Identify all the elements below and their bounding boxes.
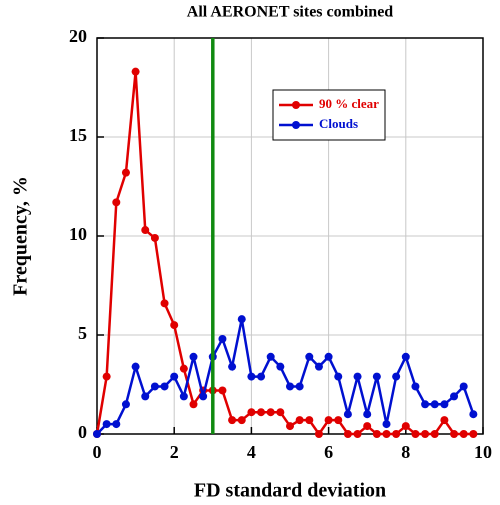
data-point: [179, 364, 188, 373]
data-point: [305, 352, 314, 361]
series-line: [96, 318, 475, 435]
data-point: [382, 430, 391, 438]
data-point: [179, 392, 188, 401]
data-point: [295, 382, 304, 391]
data-point: [112, 198, 121, 207]
data-point: [459, 430, 468, 438]
data-point: [459, 382, 468, 391]
data-point: [363, 410, 372, 419]
data-point: [450, 430, 459, 438]
data-point: [247, 408, 256, 417]
data-point: [189, 400, 198, 409]
data-point: [121, 400, 130, 409]
y-tick-label: 5: [78, 323, 87, 343]
data-point: [372, 372, 381, 381]
data-point: [421, 430, 430, 438]
data-point: [189, 352, 198, 361]
data-point: [324, 352, 333, 361]
data-point: [199, 392, 208, 401]
data-point: [353, 430, 362, 438]
data-point: [150, 382, 159, 391]
data-point: [266, 352, 275, 361]
data-point: [237, 315, 246, 324]
data-point: [121, 168, 130, 177]
data-point: [363, 422, 372, 431]
data-point: [141, 392, 150, 401]
data-point: [131, 67, 140, 76]
data-point: [440, 400, 449, 409]
y-tick-label: 10: [69, 224, 87, 244]
data-point: [430, 430, 439, 438]
y-tick-label: 20: [69, 26, 87, 46]
x-tick-label: 6: [324, 442, 333, 462]
data-point: [343, 430, 352, 438]
data-point: [93, 430, 101, 438]
data-point: [228, 416, 237, 425]
data-point: [112, 420, 121, 429]
x-tick-label: 10: [474, 442, 492, 462]
data-point: [401, 422, 410, 431]
data-point: [160, 299, 169, 308]
data-point: [450, 392, 459, 401]
data-point: [324, 416, 333, 425]
data-point: [411, 382, 420, 391]
data-point: [170, 321, 179, 330]
data-point: [392, 372, 401, 381]
legend-label: 90 % clear: [319, 96, 379, 111]
data-point: [257, 372, 266, 381]
data-point: [160, 382, 169, 391]
data-point: [218, 386, 227, 395]
y-tick-label: 0: [78, 422, 87, 442]
data-point: [131, 362, 140, 371]
legend-marker: [292, 101, 300, 109]
data-point: [295, 416, 304, 425]
legend-marker: [292, 121, 300, 129]
legend-label: Clouds: [319, 116, 358, 131]
plot-frame: [96, 37, 484, 435]
data-point: [421, 400, 430, 409]
data-point: [372, 430, 381, 438]
data-point: [257, 408, 266, 417]
data-point: [141, 226, 150, 235]
chart-title: All AERONET sites combined: [187, 4, 394, 21]
data-point: [353, 372, 362, 381]
data-point: [276, 362, 285, 371]
x-axis-label: FD standard deviation: [194, 480, 386, 502]
x-tick-label: 2: [170, 442, 179, 462]
data-point: [469, 410, 478, 419]
data-point: [286, 422, 294, 431]
data-point: [392, 430, 401, 438]
data-point: [343, 410, 352, 419]
data-point: [430, 400, 439, 409]
data-point: [266, 408, 275, 417]
data-point: [382, 420, 391, 429]
data-point: [305, 416, 314, 425]
data-point: [440, 416, 449, 425]
data-point: [170, 372, 179, 381]
data-point: [314, 362, 323, 371]
data-point: [150, 233, 159, 242]
series-line: [95, 71, 474, 437]
x-tick-label: 8: [401, 442, 410, 462]
data-point: [228, 362, 237, 371]
data-point: [469, 430, 478, 438]
data-point: [102, 420, 111, 429]
data-point: [334, 416, 343, 425]
data-point: [237, 416, 246, 425]
y-axis-label: Frequency, %: [10, 176, 32, 296]
data-point: [276, 408, 285, 417]
data-point: [314, 430, 323, 438]
data-point: [247, 372, 256, 381]
data-point: [411, 430, 420, 438]
data-point: [218, 334, 227, 343]
y-tick-label: 15: [69, 125, 87, 145]
data-point: [286, 382, 294, 391]
x-tick-label: 0: [93, 442, 102, 462]
legend-box: [272, 89, 386, 141]
data-point: [102, 372, 111, 381]
x-tick-label: 4: [247, 442, 256, 462]
data-point: [334, 372, 343, 381]
data-point: [401, 352, 410, 361]
